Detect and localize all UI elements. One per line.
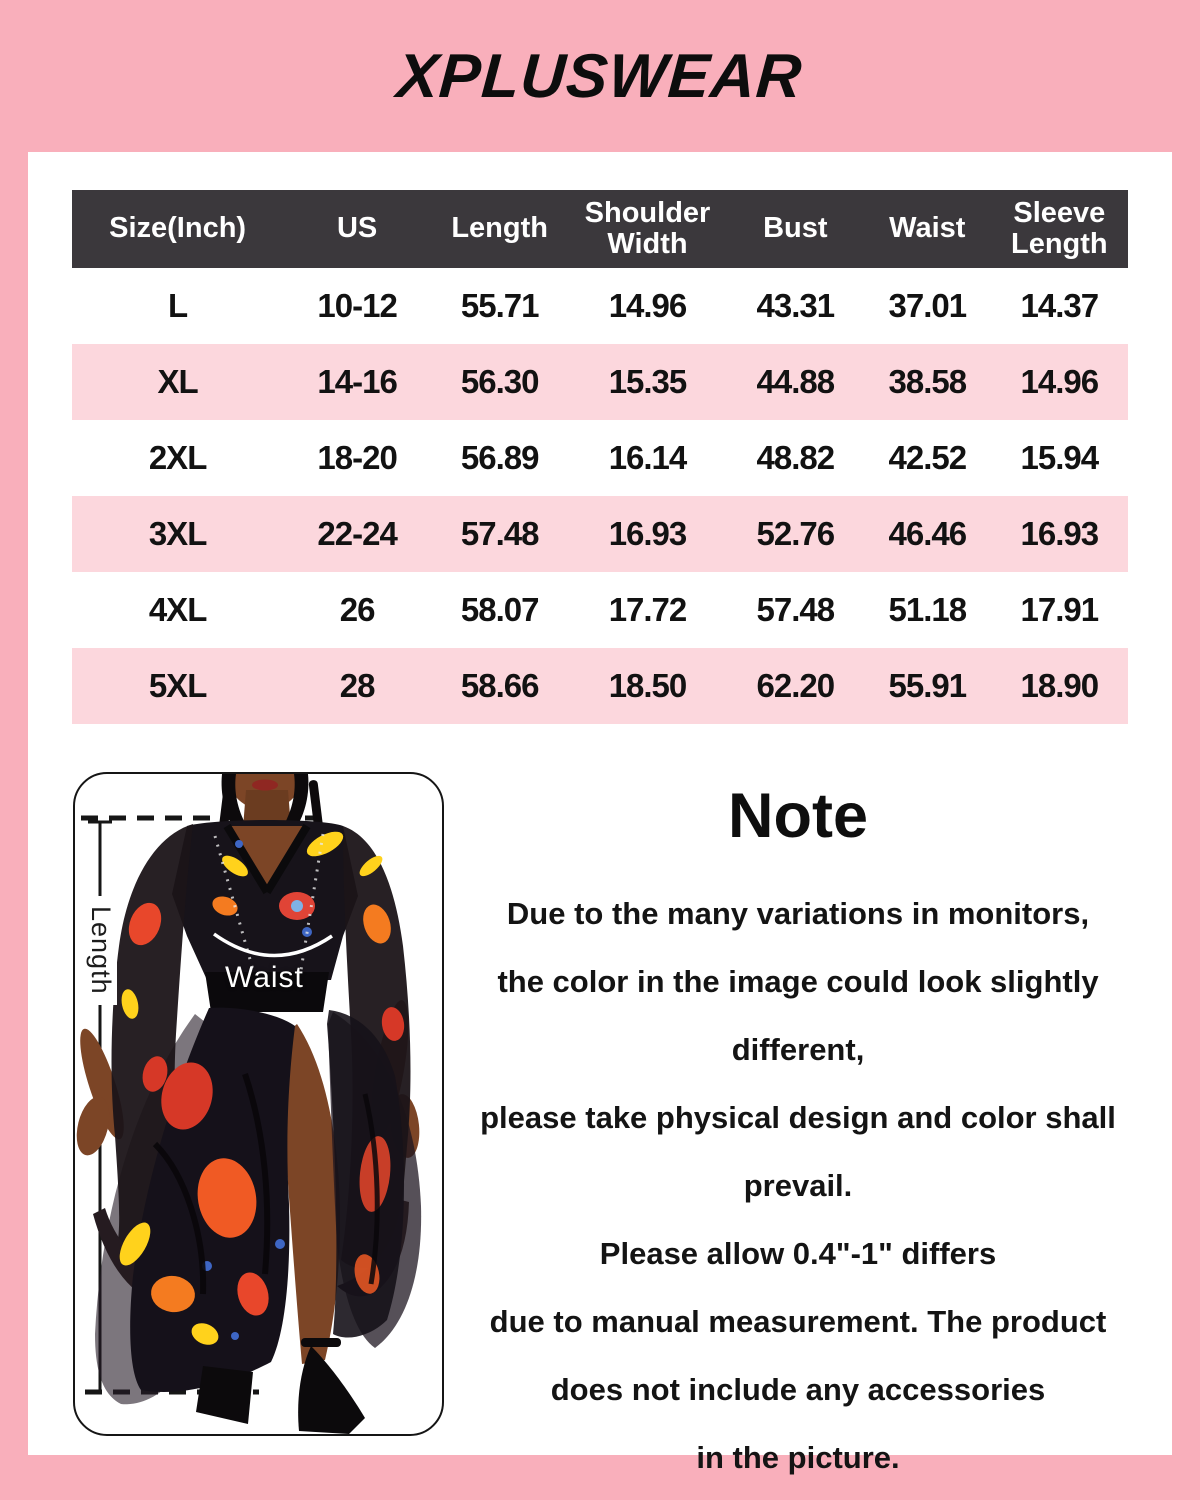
table-cell: 55.71 (460, 287, 540, 324)
table-cell: 4XL (148, 591, 208, 628)
table-cell: 18.90 (1020, 667, 1100, 704)
note-line: does not include any accessories (550, 1372, 1046, 1407)
table-row: XL 14-16 56.30 15.35 44.88 38.58 14.96 (72, 344, 1128, 420)
brand-bar: XPLUSWEAR (0, 0, 1200, 152)
table-cell: 55.91 (888, 667, 968, 704)
table-cell: 56.89 (460, 439, 540, 476)
table-cell: 58.66 (460, 667, 540, 704)
table-cell: 28 (339, 667, 376, 704)
table-cell: 26 (339, 591, 376, 628)
product-measurement-image: Length Waist (73, 772, 444, 1436)
table-cell: L (168, 287, 188, 324)
table-cell: 5XL (148, 667, 208, 704)
table-cell: 57.48 (460, 515, 540, 552)
table-cell: 56.30 (460, 363, 540, 400)
table-row: 2XL 18-20 56.89 16.14 48.82 42.52 15.94 (72, 420, 1128, 496)
note-line: Due to the many variations in monitors, (506, 896, 1090, 931)
note-line: the color in the image could look slight… (497, 964, 1099, 1067)
table-cell: 16.14 (608, 439, 688, 476)
col-shoulder-width: Shoulder Width (568, 190, 727, 268)
table-cell: 17.91 (1020, 591, 1100, 628)
table-row: L 10-12 55.71 14.96 43.31 37.01 14.37 (72, 268, 1128, 344)
table-cell: 14.96 (608, 287, 688, 324)
table-cell: 17.72 (608, 591, 688, 628)
table-row: 4XL 26 58.07 17.72 57.48 51.18 17.91 (72, 572, 1128, 648)
table-cell: 46.46 (888, 515, 968, 552)
table-cell: 10-12 (317, 287, 397, 324)
table-cell: 57.48 (756, 591, 836, 628)
size-table-header: Size(Inch) US Length Shoulder Width Bust… (72, 190, 1128, 268)
table-cell: 43.31 (756, 287, 836, 324)
table-cell: 37.01 (888, 287, 968, 324)
table-cell: 16.93 (608, 515, 688, 552)
table-cell: 42.52 (888, 439, 968, 476)
table-cell: 52.76 (756, 515, 836, 552)
content-card: Size(Inch) US Length Shoulder Width Bust… (28, 152, 1172, 1475)
note-line: due to manual measurement. The product (489, 1304, 1107, 1339)
table-cell: 2XL (148, 439, 208, 476)
table-cell: 22-24 (317, 515, 397, 552)
table-cell: 44.88 (756, 363, 836, 400)
table-cell: 38.58 (888, 363, 968, 400)
note-line: in the picture. (696, 1440, 900, 1475)
table-cell: 18-20 (317, 439, 397, 476)
table-row: 3XL 22-24 57.48 16.93 52.76 46.46 16.93 (72, 496, 1128, 572)
table-cell: 16.93 (1020, 515, 1100, 552)
table-row: 5XL 28 58.66 18.50 62.20 55.91 18.90 (72, 648, 1128, 724)
table-cell: 62.20 (756, 667, 836, 704)
brand-logo: XPLUSWEAR (395, 41, 805, 111)
table-cell: XL (157, 363, 199, 400)
note-line: please take physical design and color sh… (480, 1100, 1116, 1203)
table-cell: 58.07 (460, 591, 540, 628)
product-photo (76, 774, 422, 1434)
note-title: Note (728, 781, 868, 851)
table-cell: 15.94 (1020, 439, 1100, 476)
table-cell: 15.35 (608, 363, 688, 400)
col-us: US (283, 190, 432, 268)
col-waist: Waist (863, 190, 991, 268)
table-cell: 14.96 (1020, 363, 1100, 400)
note-line: Please allow 0.4"-1" differs (599, 1236, 997, 1271)
col-length: Length (431, 190, 569, 268)
table-cell: 51.18 (888, 591, 968, 628)
col-bust: Bust (726, 190, 864, 268)
waist-measure-label: Waist (225, 961, 304, 994)
table-cell: 14.37 (1020, 287, 1100, 324)
size-chart-table: Size(Inch) US Length Shoulder Width Bust… (72, 190, 1128, 724)
table-cell: 14-16 (317, 363, 397, 400)
col-sleeve-length: Sleeve Length (990, 190, 1128, 268)
table-cell: 18.50 (608, 667, 688, 704)
note-section: Note Due to the many variations in monit… (448, 780, 1148, 1492)
col-size: Size(Inch) (72, 190, 284, 268)
length-measure-label: Length (84, 896, 117, 1005)
header-row: Size(Inch) US Length Shoulder Width Bust… (72, 190, 1128, 268)
table-cell: 3XL (148, 515, 208, 552)
table-cell: 48.82 (756, 439, 836, 476)
